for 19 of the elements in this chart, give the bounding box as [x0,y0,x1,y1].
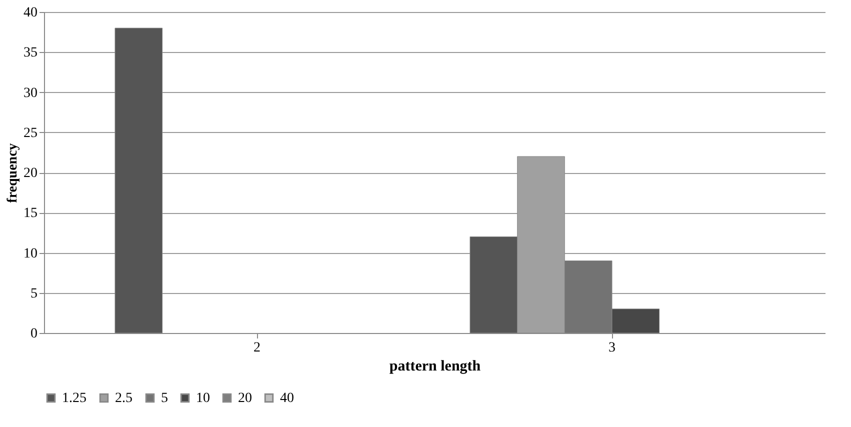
y-tick-label: 30 [24,86,38,101]
y-tick-label: 20 [24,166,38,181]
y-tick-label: 35 [24,46,38,61]
x-tick-label: 3 [608,340,616,356]
legend-label: 1.25 [62,391,86,406]
legend-label: 20 [238,391,252,406]
legend-label: 2.5 [115,391,132,406]
x-axis-title: pattern length [389,358,482,374]
y-tick-label: 40 [24,6,38,20]
y-tick-label: 10 [24,246,38,262]
y-tick-label: 0 [30,326,38,342]
legend-label: 5 [161,391,168,406]
y-tick-label: 15 [24,206,38,222]
legend-label: 10 [196,391,210,406]
legend-label: 40 [280,391,294,406]
y-tick-label: 5 [30,286,38,302]
x-tick-label: 2 [254,340,260,356]
y-tick-label: 25 [24,126,38,141]
y-axis-title: frequency [6,143,20,203]
